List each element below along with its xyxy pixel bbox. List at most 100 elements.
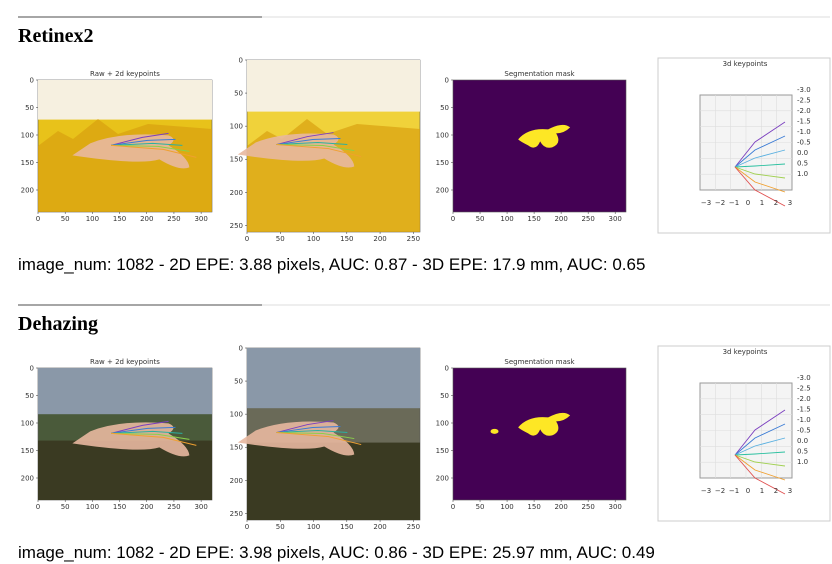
keypoint-line [734, 423, 786, 456]
panel-title: Raw + 2d keypoints [90, 70, 160, 78]
keypoint-line [734, 121, 786, 168]
mask-blob [490, 428, 499, 434]
x-tick-label: 0 [245, 235, 249, 243]
x-tick-label: 250 [407, 235, 420, 243]
keypoint-line [276, 144, 362, 158]
y-tick-label: 150 [21, 159, 34, 167]
x-tick-label: 100 [500, 503, 513, 511]
y-tick-label: 100 [436, 420, 449, 428]
caption: image_num: 1082 - 2D EPE: 3.98 pixels, A… [18, 543, 655, 562]
hand [237, 421, 355, 456]
x-tick-label: 200 [554, 503, 567, 511]
y-tick-label: 200 [21, 187, 34, 195]
z-tick-label: -2.5 [797, 385, 811, 393]
x-tick-label: 0 [746, 487, 750, 495]
x-tick-label: 150 [527, 503, 540, 511]
y-tick-label: 150 [21, 447, 34, 455]
keypoint-line [276, 430, 348, 434]
y-tick-label: 150 [230, 156, 243, 164]
z-tick-label: -1.0 [797, 416, 811, 424]
sky [247, 60, 420, 112]
y-tick-label: 0 [445, 365, 449, 373]
y-tick-label: 50 [234, 90, 243, 98]
z-tick-label: 0.5 [797, 448, 808, 456]
x-tick-label: −1 [729, 487, 739, 495]
z-tick-label: -2.0 [797, 107, 811, 115]
z-tick-label: -1.5 [797, 406, 811, 414]
y-tick-label: 0 [30, 77, 34, 85]
z-tick-label: -2.5 [797, 97, 811, 105]
x-tick-label: 250 [581, 503, 594, 511]
x-tick-label: 200 [554, 215, 567, 223]
y-tick-label: 0 [30, 365, 34, 373]
x-tick-label: 50 [276, 523, 285, 531]
keypoint-line [111, 432, 190, 440]
y-tick-label: 200 [230, 477, 243, 485]
y-tick-label: 50 [234, 378, 243, 386]
x-tick-label: 200 [140, 503, 153, 511]
keypoint-line [111, 430, 183, 434]
x-tick-label: −3 [701, 199, 711, 207]
y-tick-label: 200 [436, 475, 449, 483]
x-tick-label: −2 [715, 199, 725, 207]
forest [247, 442, 420, 520]
caption: image_num: 1082 - 2D EPE: 3.88 pixels, A… [18, 255, 645, 274]
mask-blob [518, 124, 571, 148]
x-tick-label: 300 [194, 503, 207, 511]
x-tick-label: 0 [746, 199, 750, 207]
hand [237, 133, 355, 168]
y-tick-label: 50 [440, 392, 449, 400]
panel-title: Segmentation mask [504, 358, 575, 366]
keypoint-line [111, 142, 183, 146]
x-tick-label: 50 [476, 215, 485, 223]
x-tick-label: 100 [307, 523, 320, 531]
x-tick-label: 300 [609, 215, 622, 223]
x-tick-label: 100 [86, 215, 99, 223]
image [452, 79, 627, 213]
x-tick-label: 200 [373, 523, 386, 531]
mask-blob [518, 412, 571, 436]
x-tick-label: 0 [451, 503, 455, 511]
y-tick-label: 200 [436, 187, 449, 195]
y-tick-label: 50 [25, 104, 34, 112]
y-tick-label: 200 [230, 189, 243, 197]
x-tick-label: 0 [36, 215, 40, 223]
keypoint-line [734, 451, 786, 456]
y-tick-label: 50 [25, 392, 34, 400]
x-tick-label: 200 [373, 235, 386, 243]
keypoint-line [276, 138, 341, 146]
x-tick-label: 50 [476, 503, 485, 511]
keypoint-line [734, 166, 786, 179]
keypoint-line [276, 142, 348, 146]
x-tick-label: 300 [194, 215, 207, 223]
y-tick-label: 0 [239, 57, 243, 65]
keypoint-line [276, 432, 355, 440]
y-tick-label: 250 [230, 222, 243, 230]
y-tick-label: 100 [436, 132, 449, 140]
y-tick-label: 150 [436, 447, 449, 455]
x-tick-label: 150 [113, 503, 126, 511]
x-tick-label: −2 [715, 487, 725, 495]
x-tick-label: 250 [167, 503, 180, 511]
x-tick-label: 100 [307, 235, 320, 243]
keypoint-line [734, 437, 786, 456]
z-tick-label: 0.0 [797, 149, 808, 157]
x-tick-label: 2 [774, 199, 778, 207]
x-tick-label: 100 [500, 215, 513, 223]
z-tick-label: -1.5 [797, 118, 811, 126]
x-tick-label: 150 [527, 215, 540, 223]
sky [247, 348, 420, 409]
x-tick-label: −3 [701, 487, 711, 495]
sky [38, 80, 212, 120]
keypoint-line [734, 149, 786, 168]
x-tick-label: 0 [36, 503, 40, 511]
z-tick-label: -0.5 [797, 139, 811, 147]
z-tick-label: -3.0 [797, 86, 811, 94]
image [452, 367, 627, 501]
x-tick-label: 0 [451, 215, 455, 223]
z-tick-label: -3.0 [797, 374, 811, 382]
x-tick-label: 300 [609, 503, 622, 511]
keypoint-line [734, 166, 786, 193]
z-tick-label: -1.0 [797, 128, 811, 136]
keypoint-line [111, 144, 190, 152]
